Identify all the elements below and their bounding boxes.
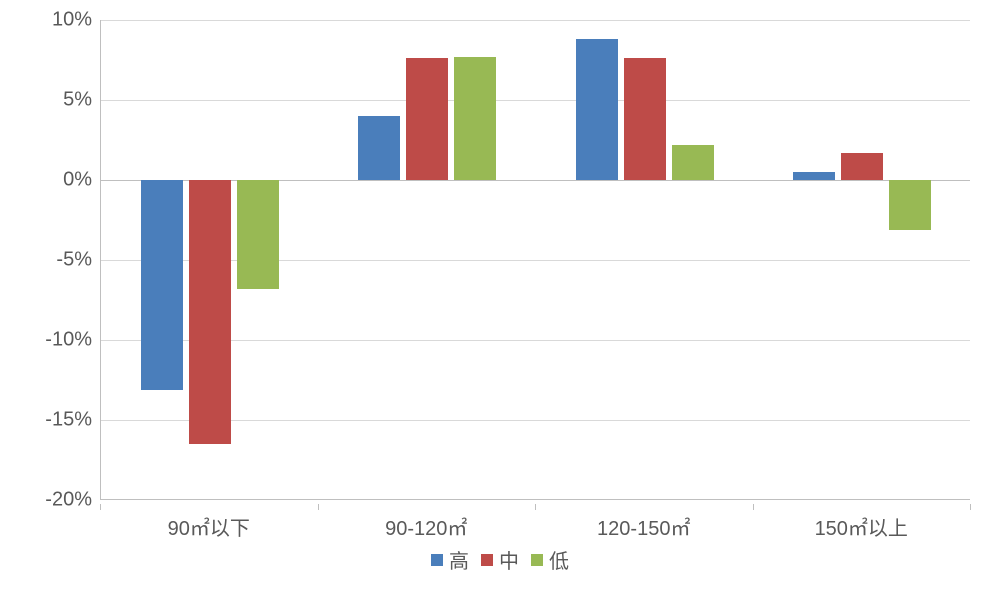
- x-tick: [100, 504, 101, 510]
- legend-swatch: [431, 554, 443, 566]
- x-tick: [318, 504, 319, 510]
- legend-item: 中: [481, 545, 519, 574]
- x-tick-label: 150㎡以上: [815, 512, 908, 541]
- gridline: [101, 420, 970, 421]
- x-tick: [753, 504, 754, 510]
- legend-item: 高: [431, 545, 469, 574]
- gridline: [101, 340, 970, 341]
- x-tick-label: 90-120㎡: [385, 512, 467, 541]
- gridline: [101, 180, 970, 181]
- bar: [793, 172, 835, 180]
- bar: [237, 180, 279, 289]
- y-tick-label: 0%: [63, 169, 92, 192]
- gridline: [101, 20, 970, 21]
- legend-label: 高: [449, 545, 469, 574]
- legend-swatch: [531, 554, 543, 566]
- bar: [141, 180, 183, 390]
- legend-label: 中: [499, 545, 519, 574]
- x-tick-label: 90㎡以下: [168, 512, 250, 541]
- x-tick: [535, 504, 536, 510]
- bar: [358, 116, 400, 180]
- y-tick-label: 10%: [52, 9, 92, 32]
- legend-item: 低: [531, 545, 569, 574]
- gridline: [101, 260, 970, 261]
- bar: [576, 39, 618, 180]
- bar: [841, 153, 883, 180]
- x-tick-label: 120-150㎡: [597, 512, 690, 541]
- bar: [406, 58, 448, 180]
- bar: [624, 58, 666, 180]
- legend-label: 低: [549, 545, 569, 574]
- chart-container: 高中低 -20%-15%-10%-5%0%5%10%90㎡以下90-120㎡12…: [30, 20, 970, 571]
- y-tick-label: -10%: [45, 329, 92, 352]
- bar: [672, 145, 714, 180]
- y-tick-label: -15%: [45, 409, 92, 432]
- legend-swatch: [481, 554, 493, 566]
- bar: [454, 57, 496, 180]
- legend: 高中低: [30, 545, 970, 574]
- x-tick: [970, 504, 971, 510]
- y-tick-label: 5%: [63, 89, 92, 112]
- gridline: [101, 100, 970, 101]
- y-tick-label: -20%: [45, 489, 92, 512]
- y-tick-label: -5%: [56, 249, 92, 272]
- bar: [189, 180, 231, 444]
- plot-area: [100, 20, 970, 500]
- bar: [889, 180, 931, 230]
